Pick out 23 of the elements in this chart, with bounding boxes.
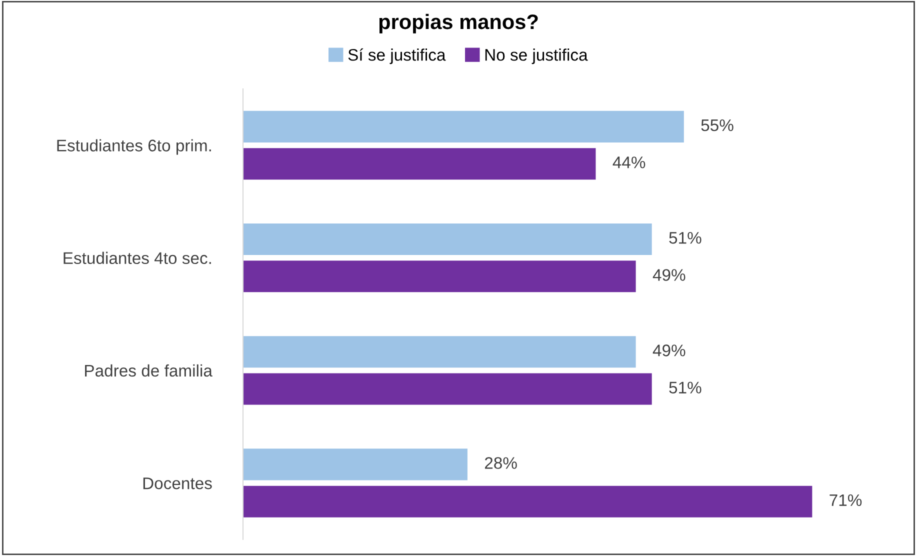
bar — [243, 260, 636, 292]
y-tick-label: Estudiantes 6to prim. — [57, 139, 211, 155]
bar — [243, 373, 652, 405]
bar — [243, 448, 468, 480]
y-tick-label: Estudiantes 4to sec. — [64, 252, 211, 264]
data-label: 55% — [701, 119, 734, 132]
data-label: 44% — [612, 156, 646, 168]
data-label: 49% — [652, 344, 686, 356]
bar — [243, 336, 636, 368]
bar — [243, 148, 596, 180]
data-label: 51% — [669, 232, 702, 244]
bar — [243, 486, 812, 518]
y-tick-label: Padres de familia — [85, 364, 212, 377]
data-label: 51% — [669, 382, 702, 394]
data-label: 28% — [484, 457, 517, 469]
data-label: 71% — [830, 494, 862, 506]
chart-title: propias manos? — [379, 14, 538, 34]
y-tick-label: Docentes — [143, 478, 212, 490]
data-label: 49% — [652, 269, 686, 281]
legend-label: Sí se justifica — [348, 48, 446, 64]
legend-label: No se justifica — [485, 48, 588, 64]
bar — [243, 224, 652, 256]
bar — [243, 110, 684, 142]
